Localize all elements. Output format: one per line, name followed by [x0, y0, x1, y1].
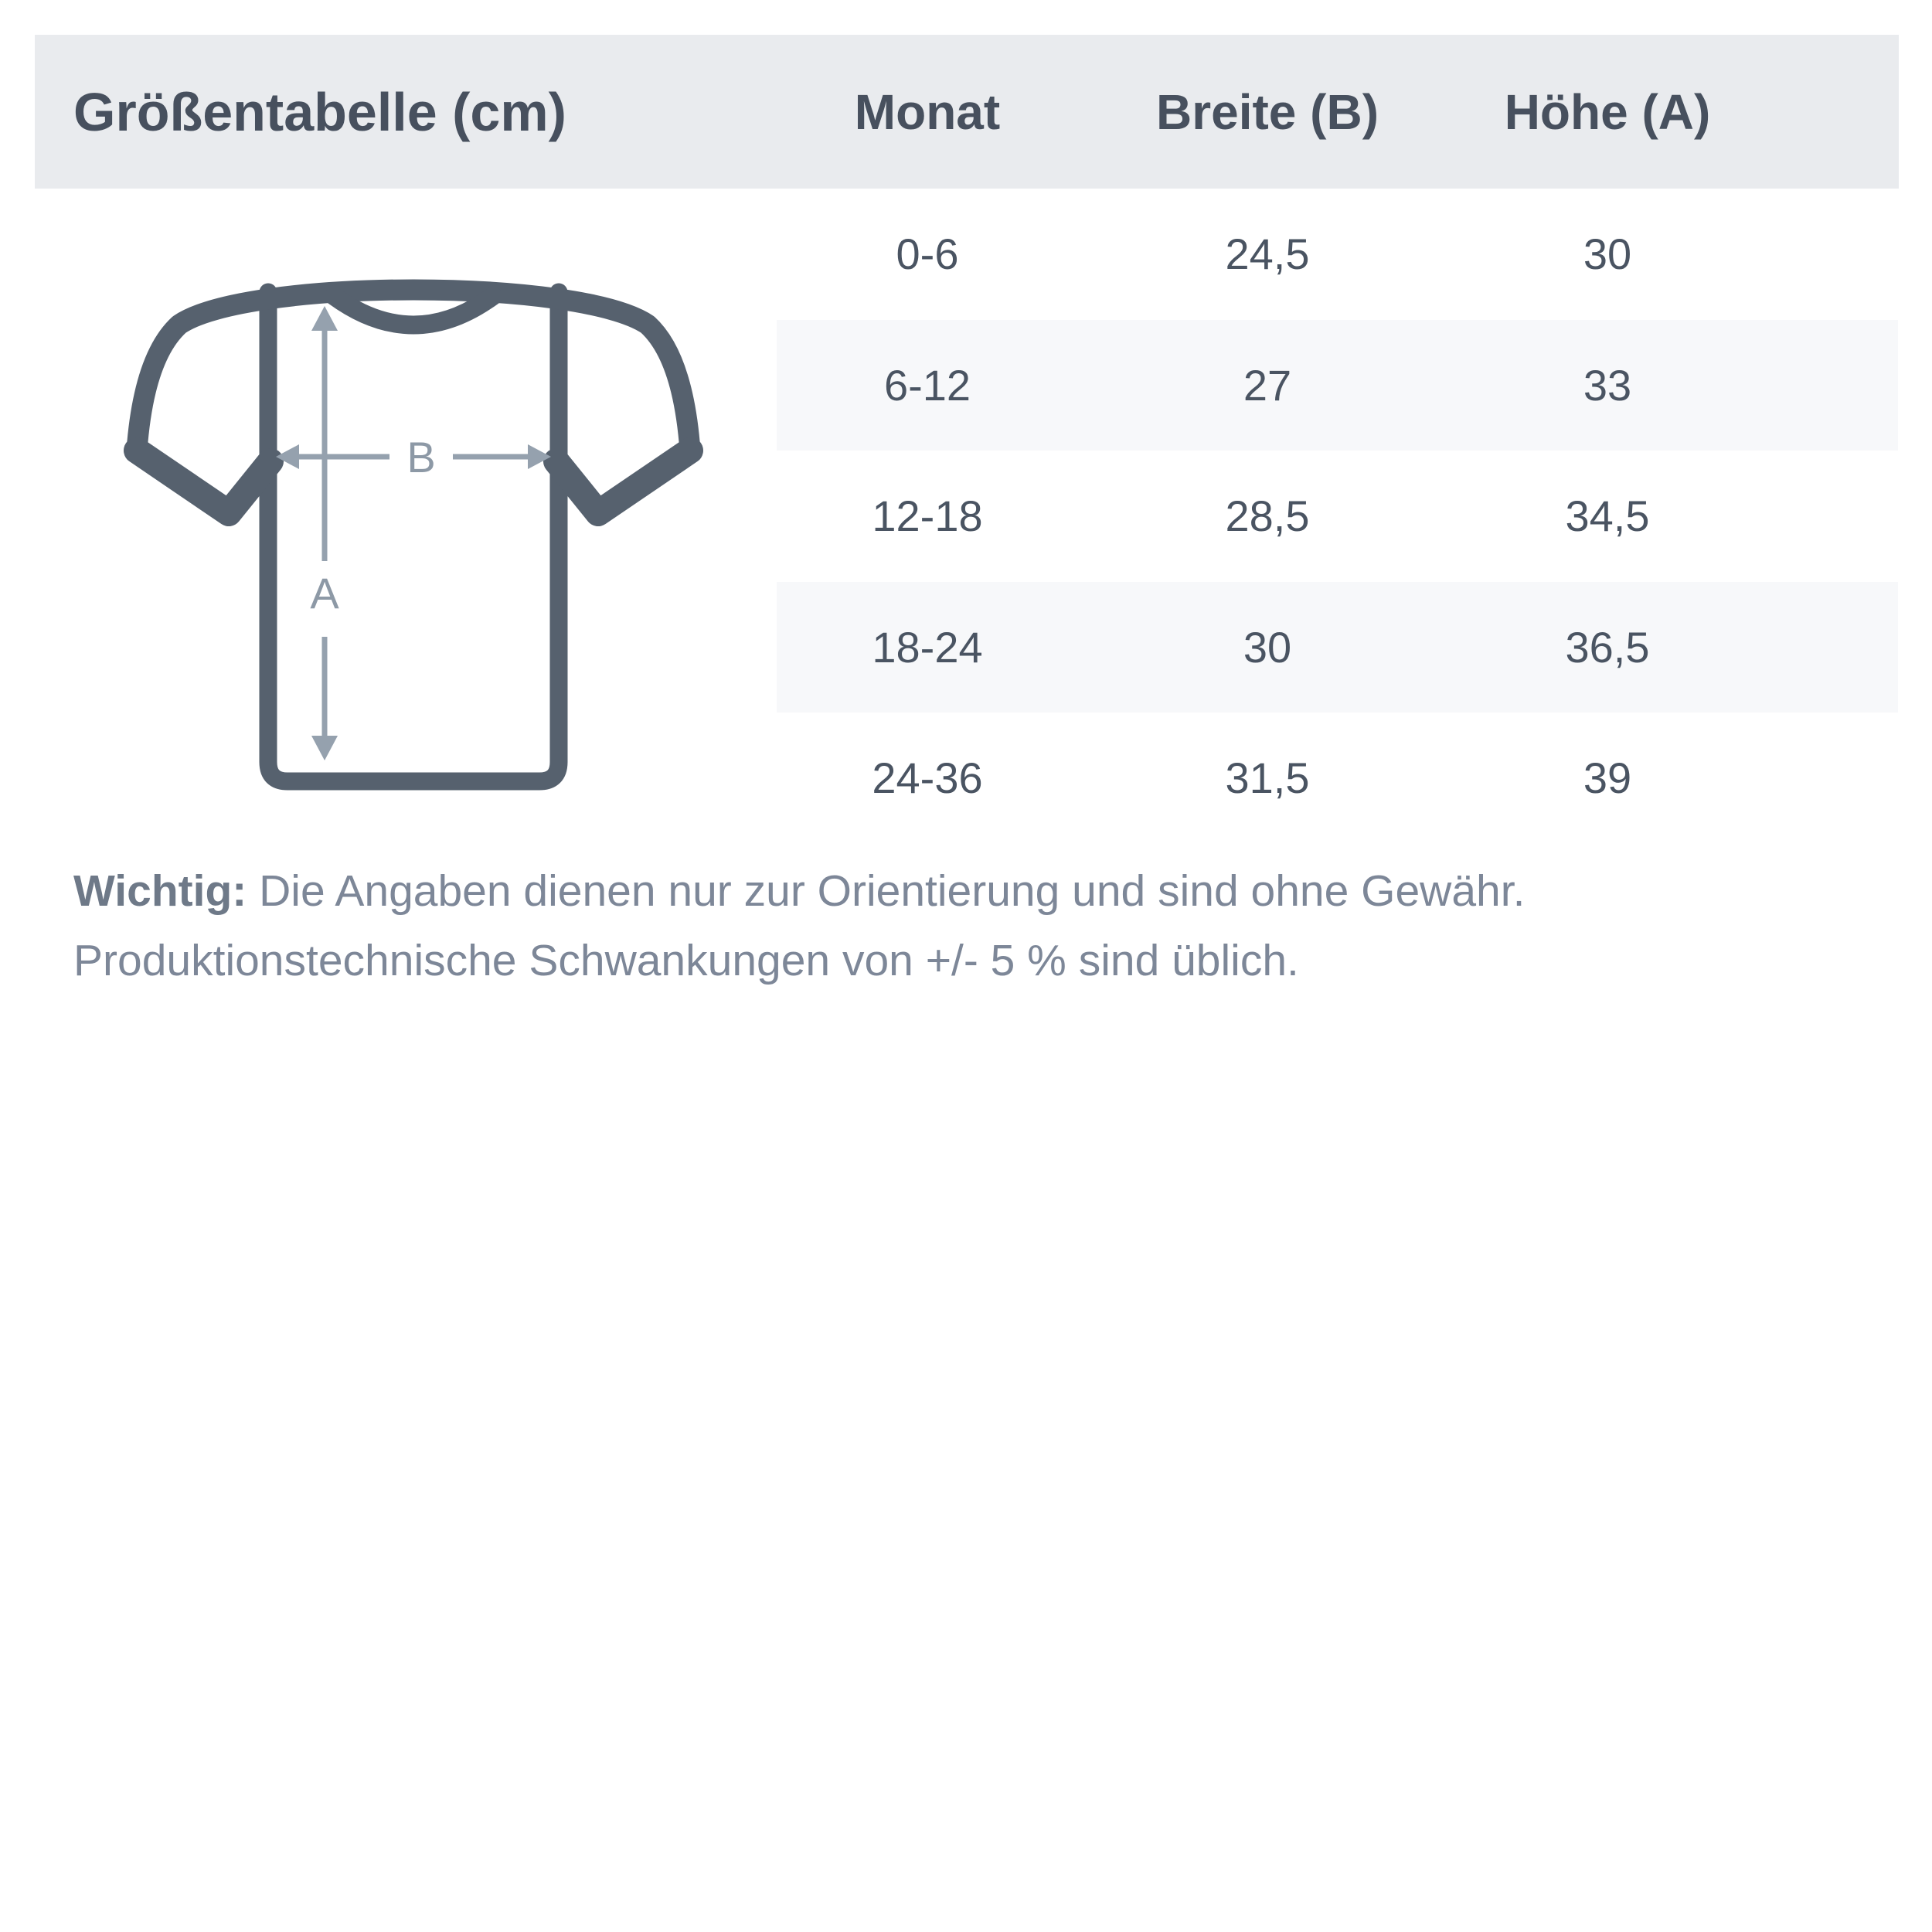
cell-breite: 27 [1243, 360, 1292, 410]
disclaimer-line2: Produktionstechnische Schwankungen von +… [73, 936, 1299, 985]
width-arrow-head-left [276, 444, 299, 469]
cell-breite: 31,5 [1225, 753, 1310, 803]
tshirt-collar [325, 287, 502, 335]
tshirt-measurement-diagram: A B [124, 279, 703, 791]
column-header-breite: Breite (B) [1155, 83, 1379, 140]
table-row: 24-36 31,5 39 [777, 713, 1898, 844]
table-header-bar: Größentabelle (cm) Monat Breite (B) Höhe… [35, 35, 1899, 189]
height-label-a: A [310, 569, 339, 617]
cell-monat: 24-36 [872, 753, 983, 803]
cell-monat: 6-12 [883, 360, 971, 410]
cell-hoehe: 34,5 [1565, 492, 1650, 541]
cell-monat: 0-6 [896, 230, 959, 279]
cell-hoehe: 36,5 [1565, 622, 1650, 672]
table-row: 12-18 28,5 34,5 [777, 451, 1898, 582]
table-row: 0-6 24,5 30 [777, 189, 1898, 320]
cell-monat: 18-24 [872, 622, 983, 672]
column-header-monat: Monat [854, 83, 1001, 140]
width-arrow-head-right [528, 444, 551, 469]
column-header-hoehe: Höhe (A) [1504, 83, 1711, 140]
table-row: 18-24 30 36,5 [777, 581, 1898, 713]
size-table-body: 0-6 24,5 30 6-12 27 33 12-18 28,5 34,5 18-24 30 36,… [777, 189, 1898, 844]
cell-hoehe: 30 [1583, 230, 1632, 279]
cell-hoehe: 33 [1583, 360, 1632, 410]
cell-breite: 30 [1243, 622, 1292, 672]
tshirt-left-sleeve [124, 437, 284, 526]
disclaimer-label: Wichtig: [73, 866, 247, 916]
width-label-b: B [406, 433, 435, 481]
column-headers: Monat Breite (B) Höhe (A) [777, 35, 1758, 189]
cell-breite: 24,5 [1225, 230, 1310, 279]
cell-hoehe: 39 [1583, 753, 1632, 803]
cell-breite: 28,5 [1225, 492, 1310, 541]
table-row: 6-12 27 33 [777, 319, 1898, 451]
disclaimer-note: Wichtig: Die Angaben dienen nur zur Orie… [73, 856, 1851, 995]
tshirt-body-outline [259, 283, 568, 791]
tshirt-right-sleeve [543, 437, 703, 526]
tshirt-shoulder-outline [126, 279, 701, 461]
cell-monat: 12-18 [872, 492, 983, 541]
disclaimer-line1: Die Angaben dienen nur zur Orientierung … [259, 866, 1526, 916]
height-arrow-head-down [311, 736, 338, 760]
height-arrow-head-up [311, 306, 338, 331]
page-title: Größentabelle (cm) [73, 81, 566, 142]
